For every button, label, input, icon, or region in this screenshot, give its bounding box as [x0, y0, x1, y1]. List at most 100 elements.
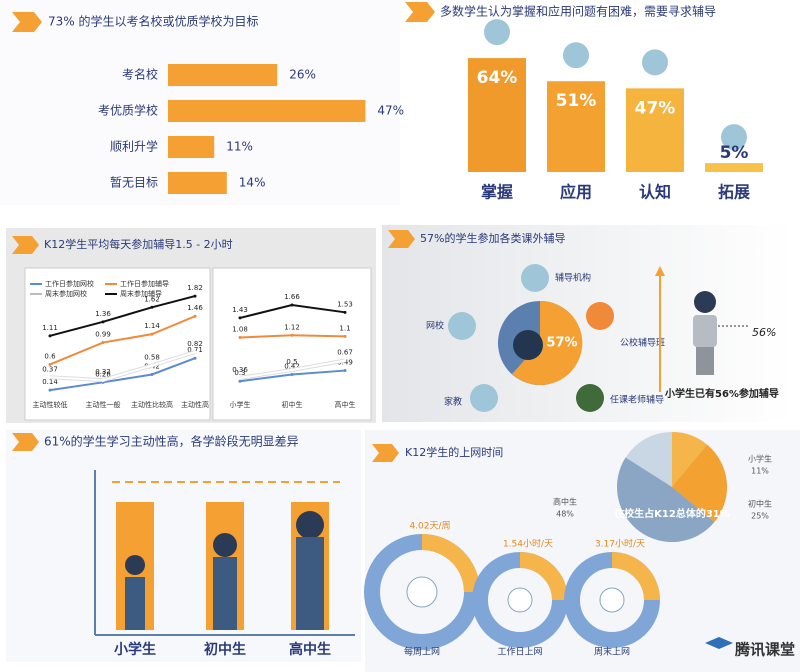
- category-label: 小学生: [114, 641, 156, 658]
- bar: [626, 88, 684, 172]
- point: [290, 303, 294, 307]
- bar: [468, 58, 526, 172]
- footer-logo: 腾讯课堂: [734, 641, 795, 659]
- value-label: 1.36: [95, 310, 111, 318]
- slice-value: 11%: [751, 467, 769, 476]
- point: [101, 341, 105, 345]
- node-label: 任课老师辅导: [610, 394, 664, 406]
- legend-label: 周末参加辅导: [120, 289, 162, 298]
- category-label: 考优质学校: [98, 103, 158, 118]
- value-label: 0.5: [286, 358, 297, 366]
- point: [193, 356, 197, 360]
- point: [290, 368, 294, 372]
- category-label: 高中生: [289, 641, 331, 658]
- value-label: 51%: [556, 91, 597, 111]
- person-head: [296, 511, 324, 539]
- arrow-head: [655, 266, 665, 276]
- usage-label: 工作日上网: [497, 646, 542, 658]
- chevron: [12, 236, 39, 254]
- node-icon: [448, 312, 476, 340]
- usage-value: 1.54小时/天: [503, 538, 553, 550]
- value-label: 26%: [289, 68, 316, 82]
- icon: [642, 49, 668, 76]
- value-label: 1.82: [187, 284, 203, 292]
- panel-title: K12学生的上网时间: [405, 445, 503, 459]
- person-body: [213, 557, 237, 630]
- person-body: [693, 315, 717, 347]
- person-icon: [513, 330, 543, 360]
- legend-label: 周末参加网校: [45, 289, 87, 298]
- category-label: 初中生: [204, 641, 246, 658]
- person-head: [213, 533, 237, 557]
- point: [238, 376, 242, 380]
- value-label: 0.28: [95, 370, 111, 378]
- value-label: 0.37: [42, 365, 58, 373]
- usage-value: 4.02天/周: [409, 521, 450, 532]
- chevron: [372, 444, 399, 462]
- value-label: 64%: [477, 68, 518, 88]
- donut-part: [519, 552, 568, 601]
- person-body: [296, 537, 324, 630]
- pie-slice: [672, 432, 708, 487]
- category-label: 掌握: [481, 183, 513, 202]
- value-label: 0.71: [187, 346, 203, 354]
- x-tick-label: 高中生: [335, 400, 356, 409]
- node-icon: [470, 384, 498, 412]
- point: [290, 372, 294, 376]
- legend-label: 工作日参加辅导: [120, 279, 169, 288]
- pie-slice: [616, 457, 715, 543]
- value-label: 0.99: [95, 331, 111, 339]
- value-label: 1.14: [144, 322, 160, 330]
- point: [343, 369, 347, 373]
- point: [343, 310, 347, 314]
- point: [238, 379, 242, 383]
- plot-area: [212, 267, 372, 421]
- donut-icon: [507, 587, 533, 613]
- line: [49, 351, 196, 382]
- person-body: [125, 577, 145, 630]
- value-label: 0.82: [187, 340, 203, 348]
- icon: [484, 19, 510, 46]
- point: [290, 333, 294, 337]
- node-label: 公校辅导班: [620, 337, 665, 349]
- charts: 考名校 26% 考优质学校 47% 顺利升学 11% 暂无目标 14% 64% 掌握 51% 应用 47…: [24, 19, 772, 658]
- panel-title: 61%的学生学习主动性高，各学龄段无明显差异: [44, 434, 299, 449]
- point: [238, 316, 242, 320]
- donut-icon: [406, 576, 438, 608]
- point: [48, 362, 52, 366]
- value-label: 0.32: [95, 368, 111, 376]
- panel-title: K12学生平均每天参加辅导1.5 - 2小时: [44, 237, 233, 251]
- person-head: [694, 291, 716, 313]
- center-label: 57%: [546, 336, 577, 351]
- bar: [168, 172, 227, 194]
- bar: [168, 136, 215, 158]
- point: [193, 294, 197, 298]
- category-label: 考名校: [122, 67, 158, 82]
- plot-area: [24, 267, 211, 421]
- x-tick-label: 主动性较低: [33, 400, 68, 409]
- icon: [721, 124, 747, 151]
- point: [150, 305, 154, 309]
- x-tick-label: 初中生: [282, 400, 303, 409]
- value-label: 47%: [635, 98, 676, 118]
- value-label: 1.53: [337, 300, 353, 308]
- value-label: 1.1: [339, 324, 350, 332]
- value-label: 1.08: [232, 326, 248, 334]
- icon: [563, 42, 589, 69]
- person-head: [125, 555, 145, 575]
- value-label: 1.46: [187, 304, 203, 312]
- donut-part: [611, 552, 660, 601]
- point: [193, 350, 197, 354]
- diagram: 57% 辅导机构 网校 公校辅导班 家教 任课老师辅导 56% 小学生已有56%…: [426, 264, 779, 412]
- x-tick-label: 小学生: [230, 400, 251, 409]
- usage-label: 每周上网: [404, 646, 440, 658]
- node-icon: [586, 302, 614, 330]
- value-label: 11%: [226, 140, 253, 154]
- x-tick-label: 主动性比较高: [131, 400, 173, 409]
- point: [343, 334, 347, 338]
- node-label: 辅导机构: [555, 272, 591, 284]
- line: [49, 315, 196, 366]
- category-label: 认知: [639, 183, 671, 202]
- value-label: 1.12: [284, 323, 300, 331]
